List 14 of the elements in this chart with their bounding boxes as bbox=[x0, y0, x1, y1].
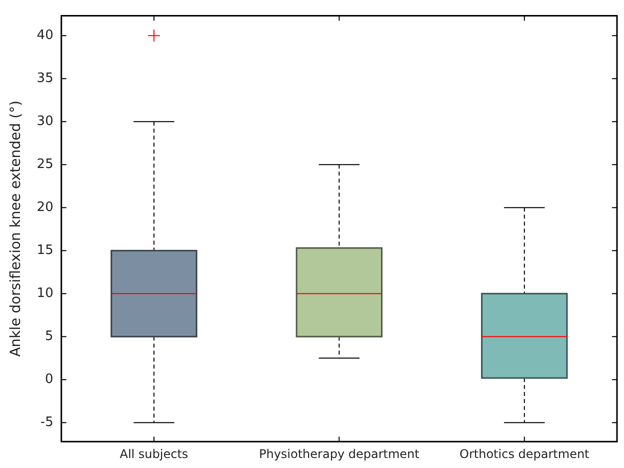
y-axis-title: Ankle dorsiflexion knee extended (°) bbox=[8, 100, 24, 357]
x-tick-label: Physiotherapy department bbox=[258, 446, 420, 461]
y-tick-label: 30 bbox=[36, 114, 54, 129]
y-tick-label: 10 bbox=[36, 286, 54, 302]
x-tick-label: Orthotics department bbox=[460, 446, 590, 461]
y-tick-label: 40 bbox=[36, 28, 54, 43]
x-tick-label: All subjects bbox=[120, 446, 188, 461]
y-tick-label: 25 bbox=[36, 156, 54, 172]
y-tick-label: -5 bbox=[40, 415, 54, 430]
y-tick-label: 5 bbox=[45, 329, 54, 344]
y-tick-label: 15 bbox=[36, 243, 54, 258]
y-tick-label: 20 bbox=[36, 200, 54, 215]
y-tick-label: 0 bbox=[45, 372, 54, 388]
y-tick-label: 35 bbox=[36, 70, 54, 86]
